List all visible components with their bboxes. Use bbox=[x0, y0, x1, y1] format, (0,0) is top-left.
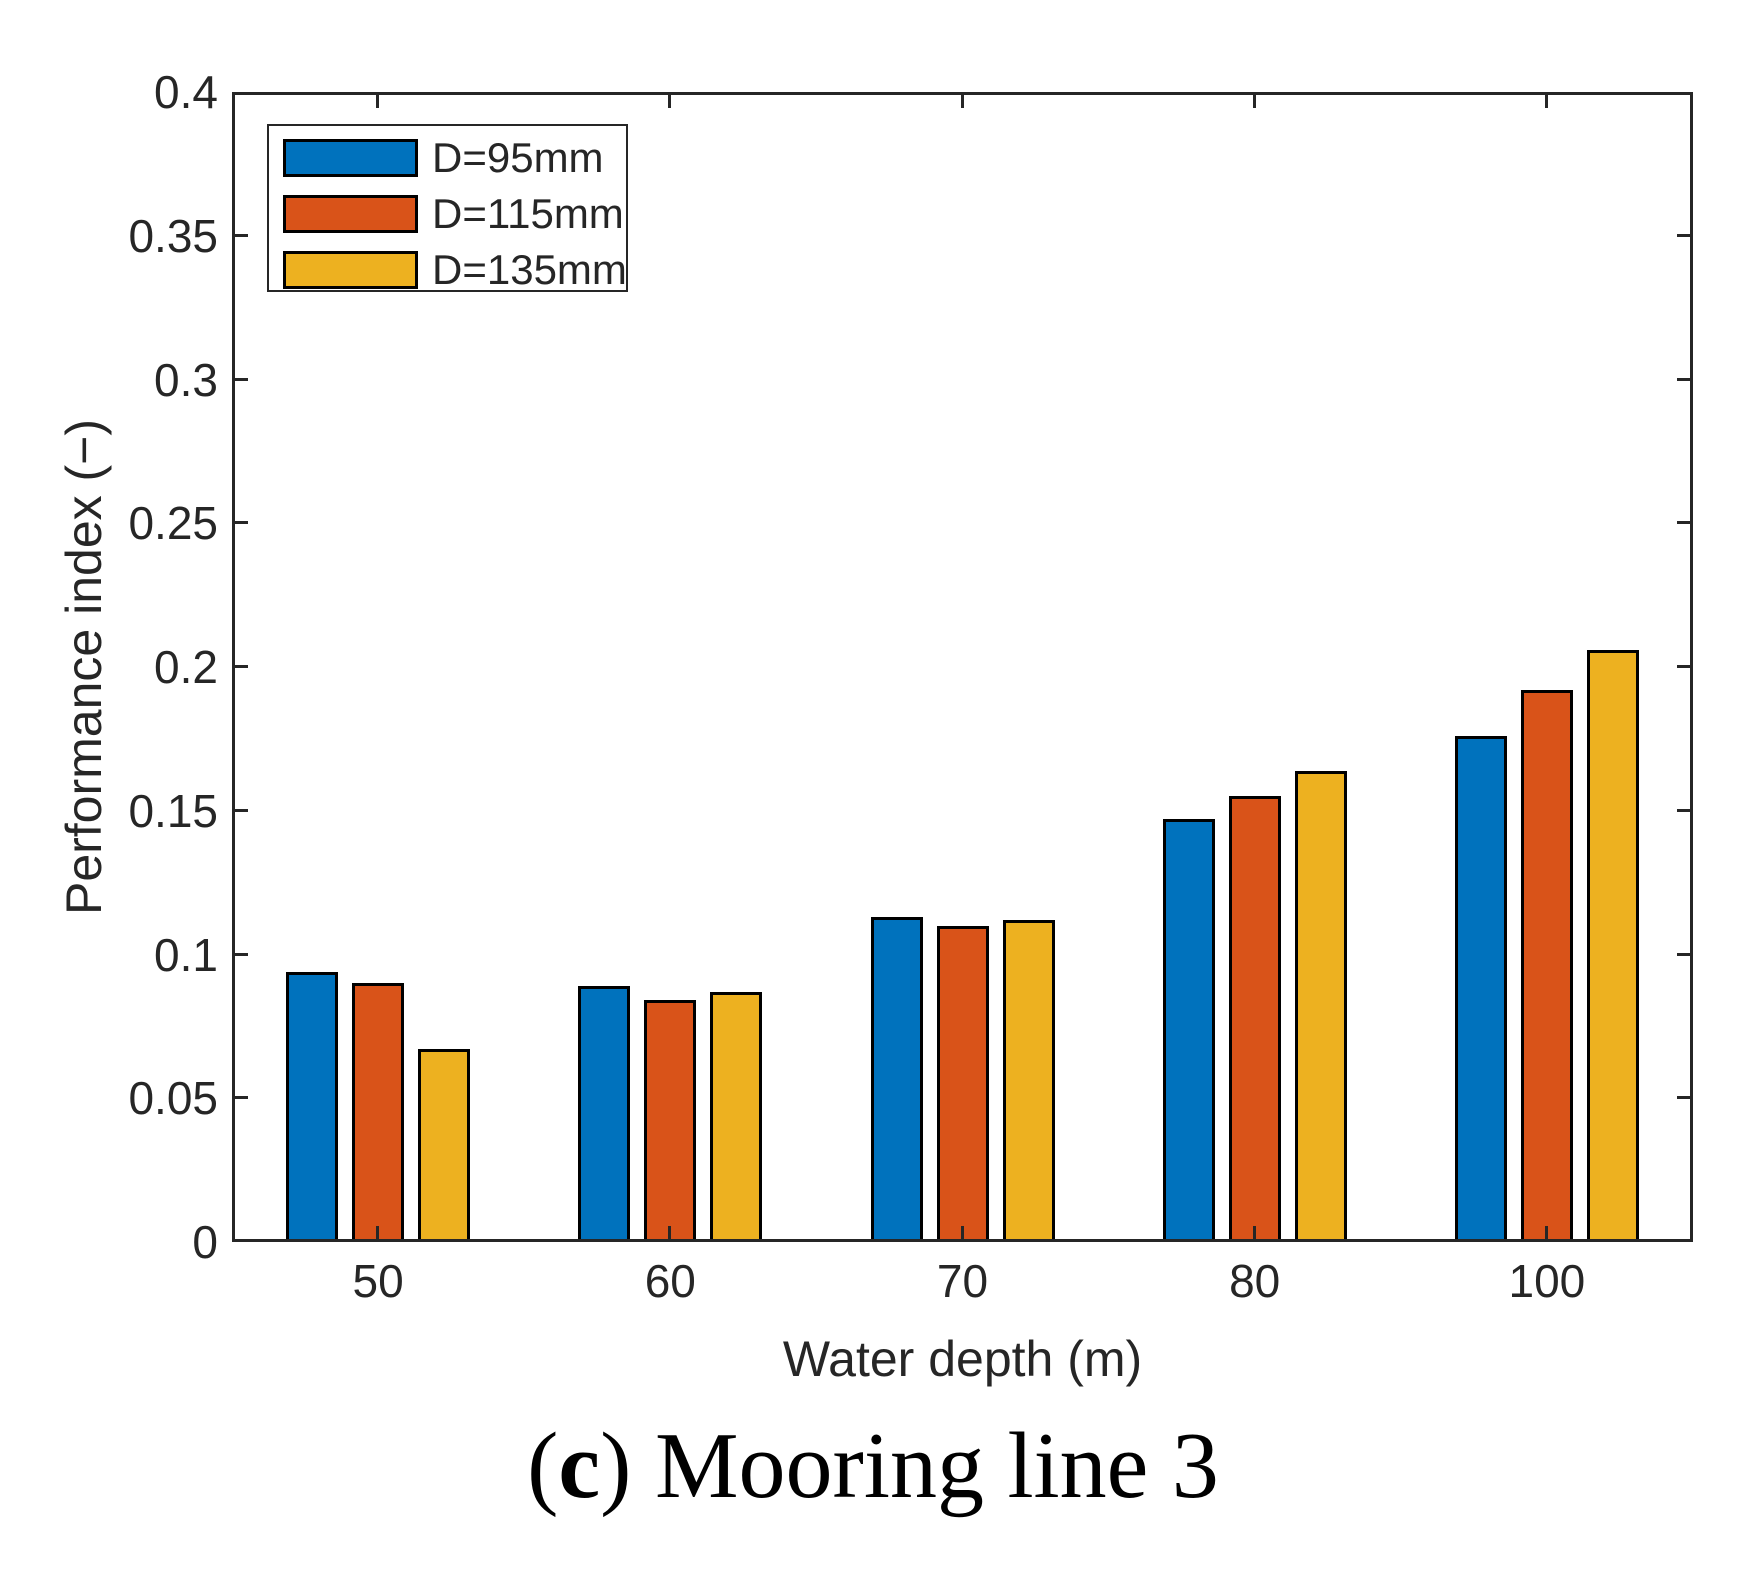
legend: D=95mm D=115mm D=135mm bbox=[267, 124, 628, 292]
legend-label-d135: D=135mm bbox=[432, 246, 627, 293]
bar-D=135mm-depth-80 bbox=[1294, 771, 1347, 1242]
x-axis-title: Water depth (m) bbox=[782, 1331, 1143, 1387]
bar-D=95mm-depth-60 bbox=[578, 986, 631, 1242]
y-tick-label-0.05: 0.05 bbox=[128, 1072, 218, 1125]
y-tick-label-0.35: 0.35 bbox=[128, 209, 218, 262]
x-tick-label-100: 100 bbox=[1508, 1255, 1586, 1307]
bars-layer bbox=[232, 92, 1693, 1242]
y-tick-label-0.1: 0.1 bbox=[154, 928, 218, 981]
legend-swatch-d95 bbox=[283, 139, 418, 177]
bar-D=135mm-depth-100 bbox=[1586, 650, 1639, 1242]
legend-item-d115: D=115mm bbox=[283, 190, 624, 237]
y-tick-label-0.4: 0.4 bbox=[154, 66, 218, 118]
legend-swatch-d135 bbox=[283, 251, 418, 289]
bar-D=115mm-depth-50 bbox=[352, 983, 405, 1242]
bar-D=135mm-depth-70 bbox=[1002, 920, 1055, 1242]
legend-item-d135: D=135mm bbox=[283, 246, 627, 293]
bar-D=95mm-depth-100 bbox=[1454, 736, 1507, 1242]
x-tick-label-60: 60 bbox=[644, 1255, 696, 1307]
caption-letter: c bbox=[558, 1414, 601, 1518]
legend-label-d115: D=115mm bbox=[432, 190, 624, 237]
bar-D=135mm-depth-50 bbox=[418, 1049, 471, 1242]
y-tick-label-0.2: 0.2 bbox=[154, 641, 218, 693]
y-tick-label-0.25: 0.25 bbox=[128, 497, 218, 550]
caption-text: Mooring line 3 bbox=[654, 1414, 1219, 1518]
bar-D=115mm-depth-100 bbox=[1520, 690, 1573, 1242]
legend-item-d95: D=95mm bbox=[283, 134, 604, 181]
x-tick-label-70: 70 bbox=[936, 1255, 989, 1307]
bar-D=135mm-depth-60 bbox=[710, 992, 763, 1242]
bar-D=95mm-depth-50 bbox=[286, 972, 339, 1242]
plot-area: D=95mm D=115mm D=135mm bbox=[232, 92, 1693, 1242]
caption: (c) Mooring line 3 bbox=[0, 1412, 1746, 1520]
legend-swatch-d115 bbox=[283, 195, 418, 233]
y-tick-label-0: 0 bbox=[192, 1216, 218, 1268]
y-tick-label-0.3: 0.3 bbox=[154, 353, 218, 406]
y-tick-label-0.15: 0.15 bbox=[128, 784, 218, 837]
bar-D=95mm-depth-70 bbox=[870, 917, 923, 1242]
caption-close-paren: ) bbox=[600, 1414, 632, 1518]
legend-label-d95: D=95mm bbox=[432, 134, 604, 181]
bar-D=95mm-depth-80 bbox=[1162, 819, 1215, 1242]
x-tick-label-50: 50 bbox=[352, 1255, 404, 1307]
caption-open-paren: ( bbox=[527, 1414, 559, 1518]
bar-D=115mm-depth-60 bbox=[644, 1000, 697, 1242]
bar-D=115mm-depth-80 bbox=[1228, 796, 1281, 1242]
x-tick-label-80: 80 bbox=[1229, 1255, 1281, 1307]
bar-D=115mm-depth-70 bbox=[936, 926, 989, 1242]
